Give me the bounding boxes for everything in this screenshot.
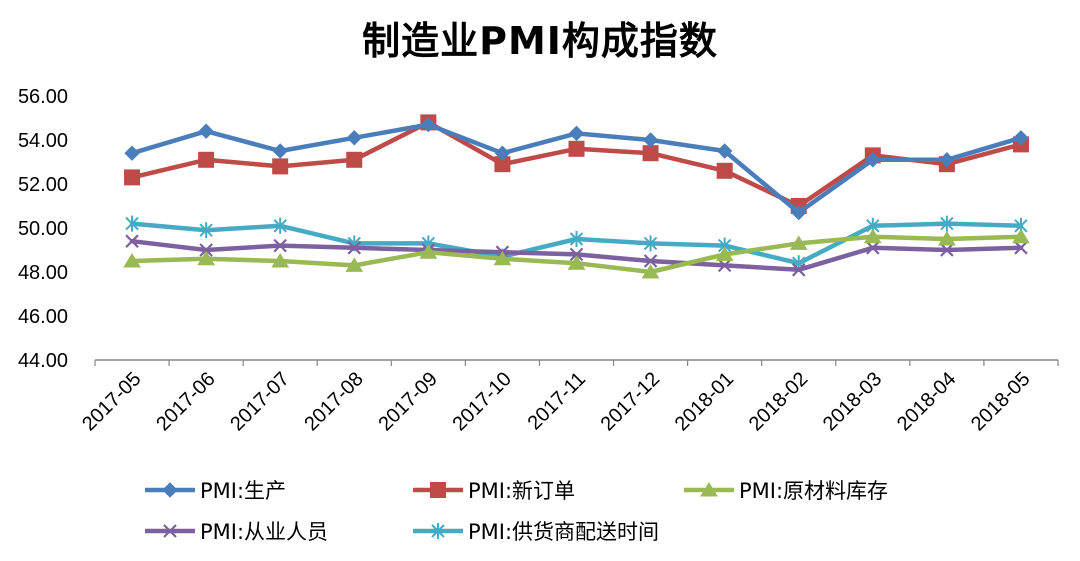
x-tick-label: 2017-09: [374, 368, 441, 435]
legend-marker: [162, 482, 178, 498]
legend-item: PMI:原材料库存: [684, 479, 888, 503]
data-point: [273, 238, 287, 253]
data-point: [568, 140, 585, 157]
data-point: [124, 145, 140, 161]
data-point: [124, 169, 141, 186]
data-point: [123, 253, 141, 268]
x-tick-label: 2018-04: [893, 368, 960, 435]
data-point: [863, 228, 882, 244]
data-point: [642, 132, 659, 148]
data-point: [493, 250, 512, 266]
data-point: [271, 253, 290, 268]
data-point: [569, 247, 584, 262]
legend-item: PMI:从业人员: [145, 520, 328, 544]
legend-item: PMI:供货商配送时间: [413, 520, 659, 544]
y-tick-label: 48.00: [18, 262, 68, 284]
y-tick-label: 56.00: [18, 86, 68, 108]
data-point: [717, 258, 732, 273]
data-point: [272, 143, 288, 159]
data-point: [347, 241, 362, 255]
data-point: [197, 250, 216, 266]
data-point: [940, 243, 954, 257]
legend-label: PMI:供货商配送时间: [468, 520, 659, 544]
x-tick-label: 2018-03: [819, 368, 886, 435]
data-point: [939, 152, 955, 168]
y-tick-label: 54.00: [18, 130, 68, 152]
y-tick-label: 50.00: [18, 218, 68, 240]
x-tick-label: 2017-12: [597, 368, 664, 435]
legend-marker: [431, 523, 445, 539]
data-point: [199, 222, 213, 239]
x-tick-label: 2017-08: [300, 368, 367, 435]
x-tick-label: 2017-05: [78, 368, 145, 435]
data-point: [1013, 130, 1029, 146]
data-point: [198, 123, 214, 139]
data-point: [791, 204, 807, 221]
data-point: [198, 151, 215, 168]
data-point: [642, 145, 659, 162]
data-point: [125, 234, 139, 248]
data-point: [272, 158, 289, 175]
legend-item: PMI:生产: [145, 479, 286, 503]
data-point: [494, 145, 511, 161]
data-point: [420, 116, 437, 133]
data-point: [346, 151, 363, 168]
series-3: [123, 228, 1030, 279]
data-point: [567, 255, 586, 270]
legend-marker: [163, 524, 177, 538]
legend-label: PMI:原材料库存: [739, 479, 888, 503]
data-point: [199, 243, 213, 257]
x-tick-label: 2018-02: [745, 368, 812, 435]
x-tick-label: 2017-11: [524, 368, 590, 434]
legend-marker: [700, 482, 718, 497]
data-point: [866, 241, 880, 255]
y-tick-label: 52.00: [18, 174, 68, 196]
x-tick-label: 2018-01: [671, 368, 738, 435]
chart-title: 制造业PMI构成指数: [362, 19, 718, 63]
legend-label: PMI:从业人员: [200, 520, 328, 544]
legend-label: PMI:生产: [200, 479, 286, 503]
data-point: [865, 152, 881, 168]
data-point: [791, 263, 806, 277]
data-point: [419, 244, 438, 259]
data-point: [1014, 241, 1028, 255]
data-point: [568, 125, 585, 142]
y-tick-label: 44.00: [18, 350, 68, 372]
x-tick-label: 2018-05: [967, 368, 1034, 435]
data-point: [937, 231, 956, 246]
data-point: [345, 257, 364, 272]
x-tick-label: 2017-06: [152, 368, 219, 435]
x-tick-label: 2017-10: [448, 368, 515, 435]
data-point: [569, 231, 584, 247]
data-point: [715, 246, 734, 261]
x-tick-label: 2017-07: [226, 368, 293, 435]
data-point: [125, 215, 139, 232]
legend-marker: [430, 482, 446, 498]
y-tick-label: 46.00: [18, 306, 68, 328]
legend-label: PMI:新订单: [468, 479, 575, 503]
data-point: [940, 215, 954, 232]
data-point: [346, 130, 362, 146]
data-point: [641, 264, 660, 279]
data-point: [716, 162, 733, 179]
data-point: [1012, 228, 1030, 244]
data-point: [789, 235, 808, 250]
series-1: [124, 116, 1029, 221]
legend-item: PMI:新订单: [413, 479, 575, 503]
data-point: [273, 217, 287, 234]
data-point: [716, 143, 733, 159]
data-point: [643, 254, 658, 268]
data-point: [643, 235, 658, 252]
